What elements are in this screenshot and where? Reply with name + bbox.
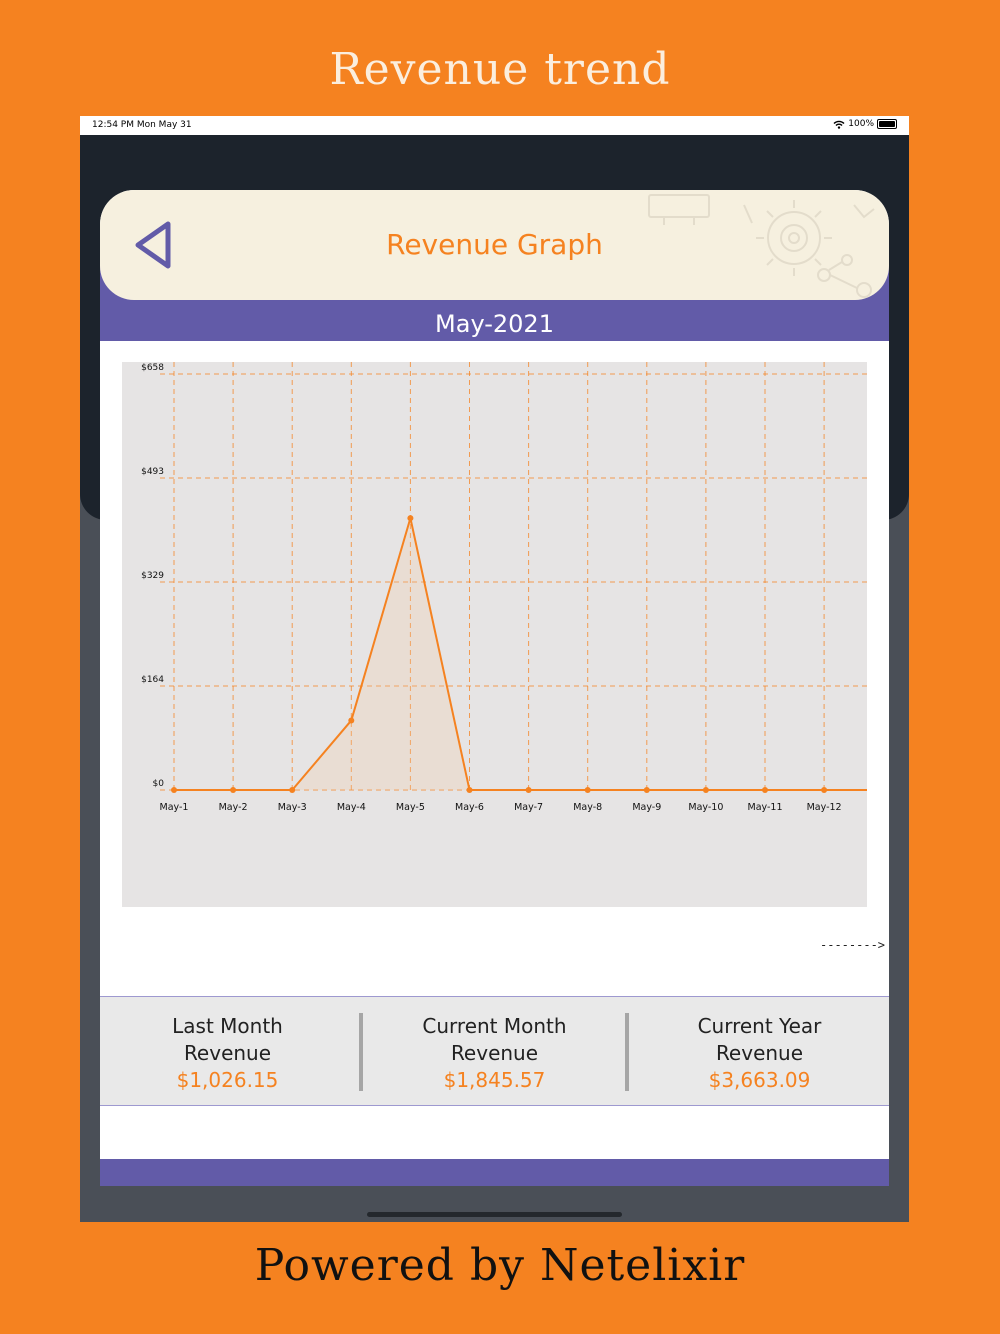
status-indicators: 100% [833,119,897,129]
stat-label-line1: Last Month [172,1014,283,1038]
x-tick-label: May-6 [455,802,484,813]
stat-value: $1,845.57 [443,1068,546,1092]
series-line [174,517,867,791]
stat-current-month: Current Month Revenue $1,845.57 [367,1013,622,1094]
revenue-stats: Last Month Revenue $1,026.15 Current Mon… [100,996,889,1106]
data-point [702,787,709,793]
stat-label-line2: Revenue [183,1041,272,1065]
data-point [230,787,237,793]
data-point [466,787,473,793]
back-triangle-icon [135,221,171,269]
stat-label-line2: Revenue [715,1041,804,1065]
title-card: Revenue Graph [100,190,889,300]
x-tick-label: May-2 [219,802,248,813]
status-bar: 12:54 PM Mon May 31 100% [80,116,909,135]
revenue-chart[interactable]: $0 $164 $329 $493 $658 May-1 May-2 May-3 May-4 M… [122,362,884,907]
stat-divider [625,1013,629,1091]
y-tick-label: $164 [141,675,164,685]
x-tick-label: May-8 [573,802,602,813]
bottom-bar [100,1159,889,1186]
revenue-chart-svg: $0 $164 $329 $493 $658 May-1 May-2 May-3 May-4 M… [141,362,884,813]
x-tick-label: May-10 [688,802,723,813]
y-tick-label: $329 [141,571,164,581]
scroll-right-hint[interactable]: --------> [820,938,886,952]
stat-label-line1: Current Year [697,1014,822,1038]
stat-value: $1,026.15 [176,1068,279,1092]
data-point [821,787,828,793]
data-point [407,515,414,522]
data-point [584,787,591,793]
x-tick-label: May-12 [807,802,842,813]
decorative-gears-icon [648,194,875,298]
data-point [289,787,296,793]
wifi-icon [833,120,845,129]
data-point [643,787,650,793]
x-tick-label: May-11 [748,802,783,813]
month-label: May-2021 [435,310,554,338]
x-tick-label: May-4 [337,802,366,813]
data-point [525,787,532,793]
data-point [171,787,177,793]
stat-current-year: Current Year Revenue $3,663.09 [632,1013,887,1094]
y-tick-label: $658 [141,363,164,373]
revenue-panel: Revenue Graph May-2021 $0 $164 $329 $493 $65… [100,190,889,1186]
battery-icon [877,119,897,129]
page-title: Revenue Graph [386,228,603,261]
status-time: 12:54 PM Mon May 31 [92,120,192,130]
stat-last-month: Last Month Revenue $1,026.15 [100,1013,355,1094]
device-screen: 12:54 PM Mon May 31 100% [80,116,909,1222]
y-tick-label: $0 [153,779,165,789]
home-indicator[interactable] [367,1212,622,1217]
data-point [762,787,768,793]
x-tick-label: May-5 [396,802,425,813]
data-point [348,717,355,724]
x-tick-label: May-7 [514,802,543,813]
back-button[interactable] [130,218,180,274]
stat-label-line2: Revenue [450,1041,539,1065]
series-area [174,518,867,790]
promo-footer: Powered by Netelixir [254,1240,746,1291]
stat-label-line1: Current Month [422,1014,567,1038]
stat-divider [359,1013,363,1091]
stat-value: $3,663.09 [708,1068,811,1092]
x-tick-label: May-3 [278,802,307,813]
x-tick-label: May-1 [160,802,189,813]
y-tick-label: $493 [141,467,164,477]
x-tick-label: May-9 [632,802,661,813]
promo-title: Revenue trend [329,44,671,95]
battery-percent: 100% [848,119,874,129]
